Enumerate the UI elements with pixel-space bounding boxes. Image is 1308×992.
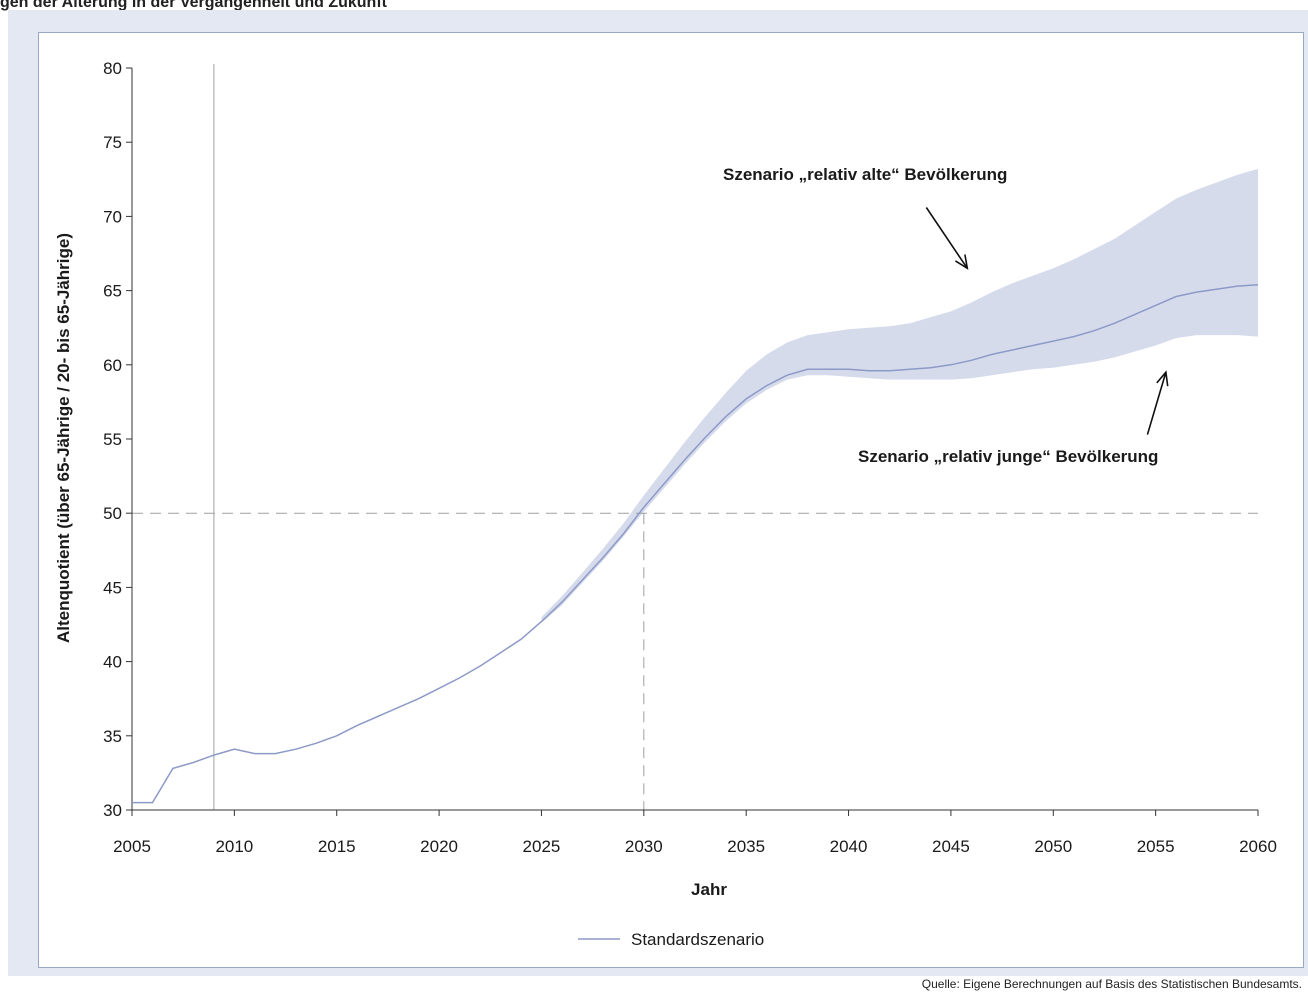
scenario-band-layer [541, 168, 1258, 623]
y-tick-label: 70 [103, 207, 122, 226]
scenario-range-band [541, 168, 1258, 623]
y-tick-label: 65 [103, 282, 122, 301]
annotation-arrow-shaft [1146, 371, 1167, 435]
annotation-arrow-shaft [925, 207, 968, 269]
x-tick-label: 2015 [318, 837, 356, 856]
annotation-arrow-head [954, 254, 969, 270]
series-line-standardszenario [132, 283, 1259, 804]
clipped-header-text: gen der Alterung in der Vergangenheit un… [0, 0, 387, 11]
series-layer [132, 283, 1259, 804]
axes-layer: 30 35 40 45 50 55 60 65 70 75 80 2005 2010 2015 2020 20… [103, 59, 1277, 856]
x-tick-label: 2045 [932, 837, 970, 856]
x-tick-label: 2020 [420, 837, 458, 856]
y-tick-label: 50 [103, 504, 122, 523]
y-axis-title: Altenquotient (über 65-Jährige / 20- bis… [54, 233, 73, 643]
x-tick-label: 2040 [830, 837, 868, 856]
x-tick-label: 2050 [1034, 837, 1072, 856]
y-tick-label: 75 [103, 133, 122, 152]
x-tick-label: 2030 [625, 837, 663, 856]
annotation-label: Szenario „relativ alte“ Bevölkerung [723, 165, 1007, 184]
source-note: Quelle: Eigene Berechnungen auf Basis de… [921, 977, 1302, 991]
y-tick-label: 60 [103, 356, 122, 375]
x-tick-label: 2010 [215, 837, 253, 856]
y-tick-label: 45 [103, 578, 122, 597]
legend-entry-standardszenario: Standardszenario [631, 930, 764, 949]
x-tick-label: 2025 [523, 837, 561, 856]
y-tick-label: 55 [103, 430, 122, 449]
x-axis-title: Jahr [691, 880, 727, 899]
x-tick-label: 2035 [727, 837, 765, 856]
chart-panel [38, 32, 1304, 968]
x-tick-label: 2055 [1137, 837, 1175, 856]
y-tick-label: 40 [103, 653, 122, 672]
annotation-arrow-head [1156, 370, 1169, 387]
reference-lines-layer [132, 64, 1258, 810]
y-tick-label: 35 [103, 727, 122, 746]
x-tick-label: 2060 [1239, 837, 1277, 856]
y-tick-label: 80 [103, 59, 122, 78]
annotation-label: Szenario „relativ junge“ Bevölkerung [858, 447, 1158, 466]
annotations-layer: Szenario „relativ alte“ Bevölkerung Szena… [723, 165, 1169, 466]
x-tick-label: 2005 [113, 837, 151, 856]
y-tick-label: 30 [103, 801, 122, 820]
